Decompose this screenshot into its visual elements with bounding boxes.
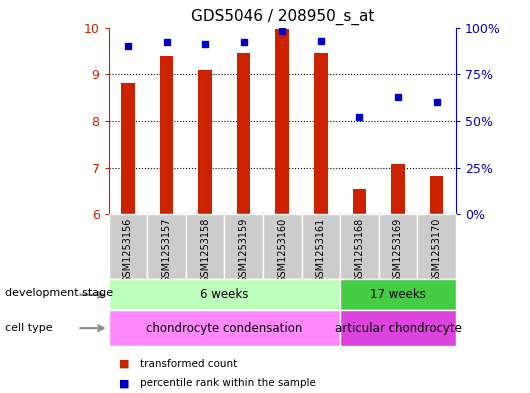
- Bar: [340, 279, 456, 310]
- Bar: [340, 214, 378, 279]
- Text: GSM1253169: GSM1253169: [393, 217, 403, 283]
- Text: development stage: development stage: [5, 288, 113, 298]
- Bar: [109, 279, 340, 310]
- Bar: [109, 214, 147, 279]
- Text: 17 weeks: 17 weeks: [370, 288, 426, 301]
- Bar: [109, 310, 340, 346]
- Bar: [121, 83, 135, 214]
- Text: ■: ■: [119, 378, 130, 388]
- Bar: [302, 214, 340, 279]
- Text: GSM1253158: GSM1253158: [200, 217, 210, 283]
- Text: chondrocyte condensation: chondrocyte condensation: [146, 321, 303, 335]
- Text: GSM1253159: GSM1253159: [238, 217, 249, 283]
- Text: cell type: cell type: [5, 323, 53, 333]
- Bar: [417, 214, 456, 279]
- Text: GSM1253170: GSM1253170: [431, 217, 441, 283]
- Bar: [352, 189, 366, 214]
- Text: GSM1253160: GSM1253160: [277, 217, 287, 283]
- Text: articular chondrocyte: articular chondrocyte: [334, 321, 462, 335]
- Bar: [224, 214, 263, 279]
- Text: GSM1253161: GSM1253161: [316, 217, 326, 283]
- Text: ■: ■: [119, 358, 130, 369]
- Bar: [430, 176, 443, 214]
- Text: GSM1253157: GSM1253157: [162, 217, 172, 283]
- Bar: [391, 164, 405, 214]
- Bar: [276, 29, 289, 214]
- Text: 6 weeks: 6 weeks: [200, 288, 249, 301]
- Bar: [378, 214, 417, 279]
- Bar: [314, 53, 328, 214]
- Text: transformed count: transformed count: [140, 358, 237, 369]
- Bar: [237, 53, 250, 214]
- Bar: [186, 214, 224, 279]
- Title: GDS5046 / 208950_s_at: GDS5046 / 208950_s_at: [191, 9, 374, 25]
- Text: percentile rank within the sample: percentile rank within the sample: [140, 378, 316, 388]
- Text: GSM1253168: GSM1253168: [355, 217, 364, 283]
- Bar: [147, 214, 186, 279]
- Text: GSM1253156: GSM1253156: [123, 217, 133, 283]
- Bar: [263, 214, 302, 279]
- Bar: [340, 310, 456, 346]
- Bar: [160, 57, 173, 214]
- Bar: [198, 70, 212, 214]
